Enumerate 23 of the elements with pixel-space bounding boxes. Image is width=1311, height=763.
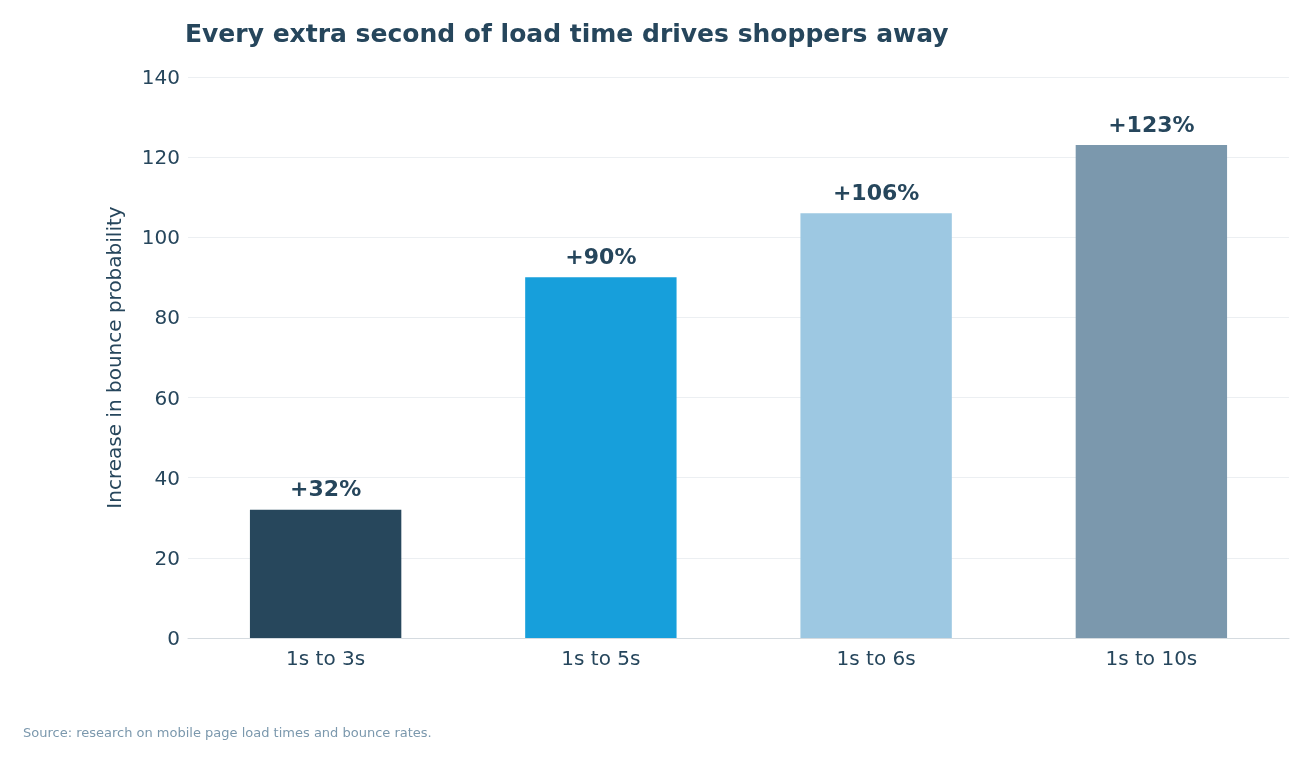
bar — [249, 509, 402, 638]
bar — [1075, 145, 1228, 638]
bar — [800, 213, 952, 638]
data-label: +90% — [565, 243, 637, 269]
y-axis-title: Increase in bounce probability — [102, 206, 126, 509]
y-tick-label: 140 — [141, 65, 180, 89]
data-label: +106% — [832, 179, 920, 205]
x-tick-label: 1s to 6s — [836, 646, 916, 670]
y-tick-label: 100 — [141, 225, 180, 250]
x-tick-label: 1s to 5s — [561, 646, 641, 670]
y-tick-label: 60 — [154, 385, 180, 410]
y-tick-label: 40 — [154, 465, 180, 490]
x-tick-label: 1s to 3s — [286, 646, 366, 670]
source-note: Source: research on mobile page load times and bounce rates. — [23, 725, 432, 740]
x-tick-label: 1s to 10s — [1105, 646, 1198, 670]
y-tick-label: 0 — [167, 626, 180, 650]
bar — [525, 277, 677, 638]
data-label: +32% — [290, 476, 362, 502]
data-label: +123% — [1108, 111, 1195, 137]
y-tick-label: 120 — [141, 145, 180, 170]
chart-title: Every extra second of load time drives shoppers away — [185, 19, 949, 48]
y-tick-label: 80 — [154, 305, 180, 330]
y-tick-label: 20 — [154, 545, 180, 570]
